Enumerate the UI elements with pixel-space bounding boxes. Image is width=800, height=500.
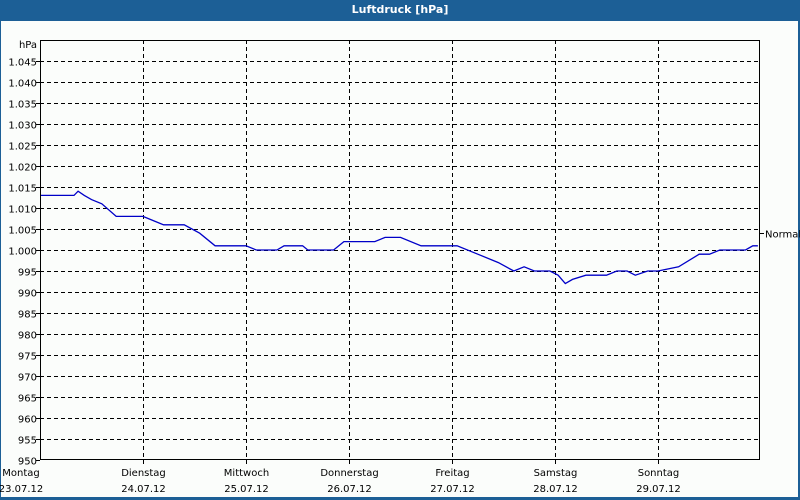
x-tick-date: 24.07.12: [121, 484, 166, 495]
chart-title: Luftdruck [hPa]: [0, 0, 800, 21]
pressure-line: [40, 190, 758, 285]
y-tick-label: 950: [18, 457, 37, 468]
y-tick-label: 965: [18, 394, 37, 405]
y-tick-label: 980: [18, 331, 37, 342]
y-tick-label: 1.025: [8, 142, 37, 153]
y-tick-label: 1.015: [8, 184, 37, 195]
x-tick-date: 23.07.12: [0, 484, 43, 495]
normal-reference: Normal: [760, 230, 800, 241]
x-tick-day: Samstag: [534, 468, 578, 479]
x-tick-date: 28.07.12: [533, 484, 578, 495]
x-tick-day: Sonntag: [638, 468, 680, 479]
normal-label: Normal: [765, 230, 800, 241]
y-tick-label: 1.040: [8, 79, 37, 90]
x-axis: Montag 23.07.12 Dienstag 24.07.12 Mittwoch 25…: [0, 468, 681, 495]
y-axis-unit: hPa: [19, 40, 37, 51]
y-tick-label: 955: [18, 436, 37, 447]
chart-panel: [1, 21, 798, 497]
x-tick-day: Montag: [2, 468, 39, 479]
y-tick-label: 1.000: [8, 247, 37, 258]
x-tick-day: Dienstag: [121, 468, 166, 479]
x-tick-day: Freitag: [435, 468, 469, 479]
x-tick-day: Mittwoch: [224, 468, 269, 479]
x-tick-date: 27.07.12: [430, 484, 475, 495]
y-tick-label: 985: [18, 310, 37, 321]
y-tick-label: 990: [18, 289, 37, 300]
x-tick-day: Donnerstag: [320, 468, 378, 479]
y-axis: 950 955 960 965 970 975 980 985 990 995 1.000 1.005…: [8, 40, 40, 468]
y-tick-label: 960: [18, 415, 37, 426]
y-tick-label: 1.035: [8, 100, 37, 111]
y-tick-label: 1.030: [8, 121, 37, 132]
plot-frame: [40, 40, 760, 460]
y-tick-label: 995: [18, 268, 37, 279]
x-tick-date: 29.07.12: [636, 484, 681, 495]
grid-lines: [40, 40, 760, 464]
y-tick-label: 970: [18, 373, 37, 384]
y-tick-label: 975: [18, 352, 37, 363]
y-tick-label: 1.010: [8, 205, 37, 216]
y-tick-label: 1.020: [8, 163, 37, 174]
y-tick-label: 1.045: [8, 58, 37, 69]
y-tick-label: 1.005: [8, 226, 37, 237]
x-tick-date: 26.07.12: [327, 484, 372, 495]
x-tick-date: 25.07.12: [224, 484, 269, 495]
